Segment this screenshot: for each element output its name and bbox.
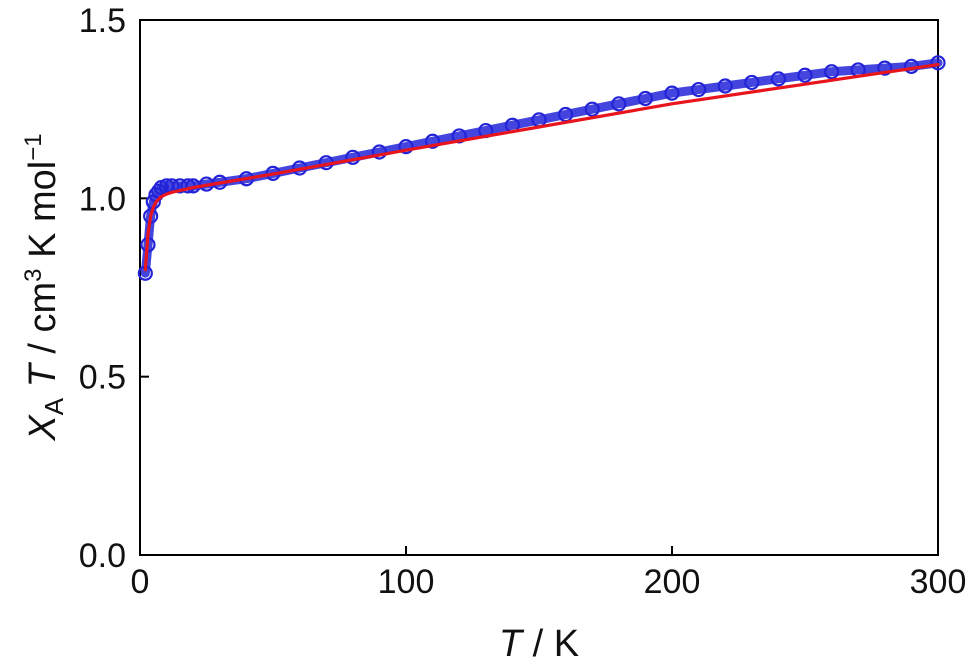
x-tick-label: 100 [378, 563, 435, 601]
y-tick-label: 1.5 [79, 2, 126, 40]
x-axis-title: T / K [499, 623, 579, 665]
y-axis-title: XA T / cm3 K mol−1 [20, 133, 69, 441]
series-layer [137, 55, 946, 281]
y-tick-label: 1.0 [79, 180, 126, 218]
fit-line [143, 62, 940, 272]
plot-frame [139, 19, 939, 556]
marker-band [140, 58, 943, 278]
x-axis-ticks: 0 100 200 300 [131, 546, 967, 601]
y-tick-label: 0.5 [79, 359, 126, 397]
y-tick-label: 0.0 [79, 537, 126, 575]
marker-series [137, 55, 946, 281]
y-axis-ticks: 0.0 0.5 1.0 1.5 [79, 2, 149, 575]
x-tick-label: 200 [644, 563, 701, 601]
x-tick-label: 0 [131, 563, 150, 601]
x-tick-label: 300 [910, 563, 967, 601]
